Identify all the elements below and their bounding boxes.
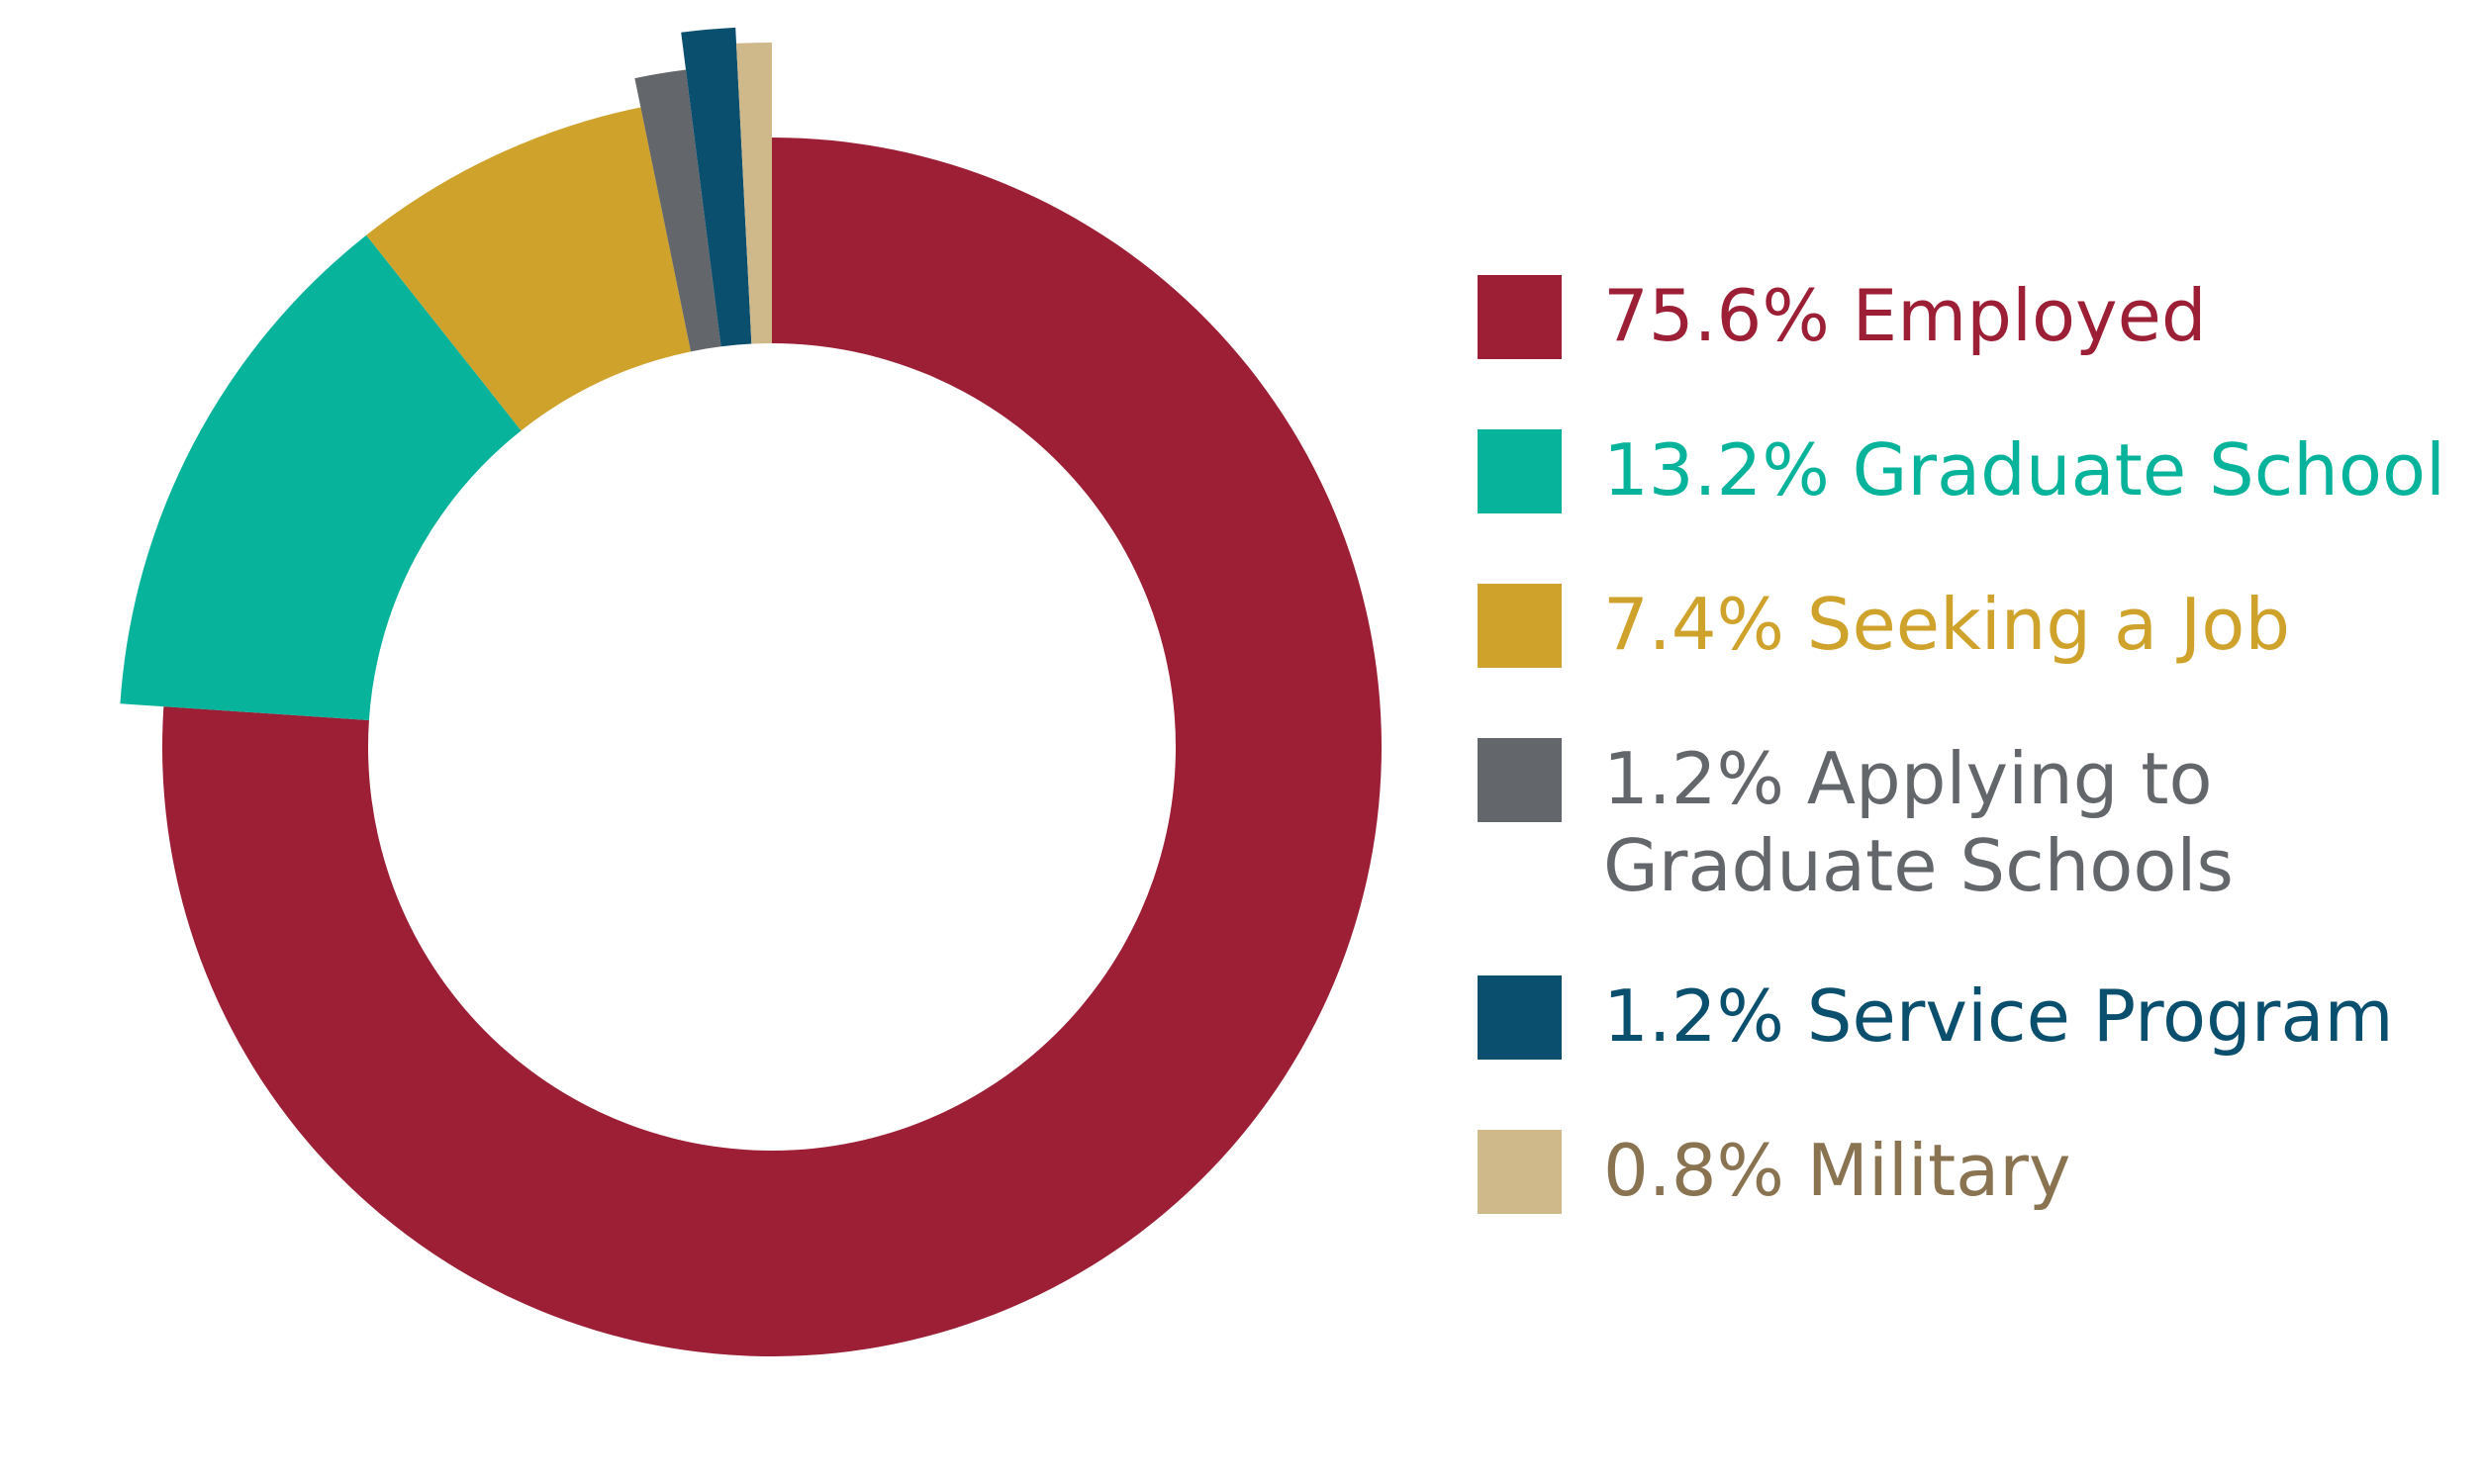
legend-label-4-line-1: 1.2% Applying to	[1603, 737, 2213, 820]
legend-swatch-1	[1478, 275, 1562, 359]
legend-swatch-4	[1478, 738, 1562, 822]
legend-label-5: 1.2% Service Program	[1603, 974, 2394, 1058]
pie-slice-1	[162, 138, 1383, 1357]
legend-label-1: 75.6% Employed	[1603, 274, 2207, 357]
pie-slice-2	[120, 234, 522, 720]
legend-swatch-3	[1478, 584, 1562, 668]
legend-label-4-line-2: Graduate Schools	[1603, 824, 2234, 907]
pie-slice-3	[366, 107, 692, 431]
legend-swatch-6	[1478, 1130, 1562, 1214]
legend-label-2: 13.2% Graduate School	[1603, 428, 2445, 511]
pie-slice-6	[736, 43, 772, 344]
chart-legend: 75.6% Employed 13.2% Graduate School 7.4% …	[1478, 274, 2445, 1214]
legend-swatch-2	[1478, 429, 1562, 513]
pie-slice-5	[681, 27, 752, 347]
pie-slice-4	[634, 69, 721, 352]
legend-swatch-5	[1478, 975, 1562, 1060]
legend-label-6: 0.8% Military	[1603, 1129, 2071, 1212]
donut-slices	[120, 27, 1383, 1357]
legend-label-3: 7.4% Seeking a Job	[1603, 583, 2290, 666]
